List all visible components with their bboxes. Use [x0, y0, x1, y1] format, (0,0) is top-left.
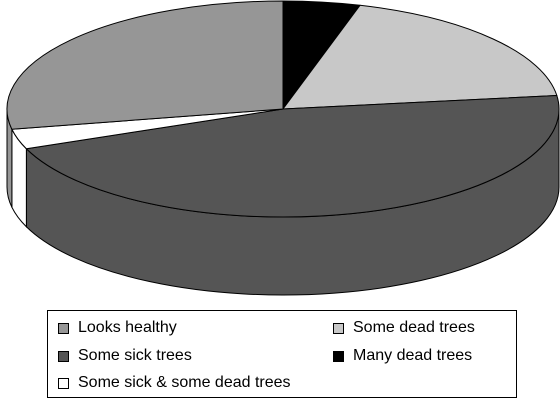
pie-slice-some-sick-trees [25, 94, 560, 218]
legend-item-some-dead-trees: Some dead trees [333, 319, 475, 337]
legend-label-some-dead-trees: Some dead trees [353, 319, 475, 336]
legend-item-some-sick-and-some-dead-trees: Some sick & some dead trees [58, 374, 291, 392]
pie-chart [6, 0, 560, 296]
legend-label-looks-healthy: Looks healthy [78, 319, 177, 336]
legend-label-some-sick-and-some-dead-trees: Some sick & some dead trees [78, 374, 291, 391]
pie-slice-looks-healthy [6, 0, 284, 130]
legend-item-many-dead-trees: Many dead trees [333, 347, 472, 365]
legend-label-some-sick-trees: Some sick trees [78, 347, 192, 364]
legend-swatch-looks-healthy [58, 322, 69, 334]
chart-legend: Looks healthy Some dead trees Some sick … [47, 310, 517, 398]
legend-swatch-some-dead-trees [333, 322, 344, 334]
legend-swatch-some-sick-and-some-dead-trees [58, 377, 69, 389]
legend-item-looks-healthy: Looks healthy [58, 319, 177, 337]
pie-slice-some-dead-trees [282, 4, 558, 110]
legend-swatch-many-dead-trees [333, 350, 344, 362]
legend-swatch-some-sick-trees [58, 350, 69, 362]
legend-label-many-dead-trees: Many dead trees [353, 347, 473, 364]
legend-item-some-sick-trees: Some sick trees [58, 347, 192, 365]
